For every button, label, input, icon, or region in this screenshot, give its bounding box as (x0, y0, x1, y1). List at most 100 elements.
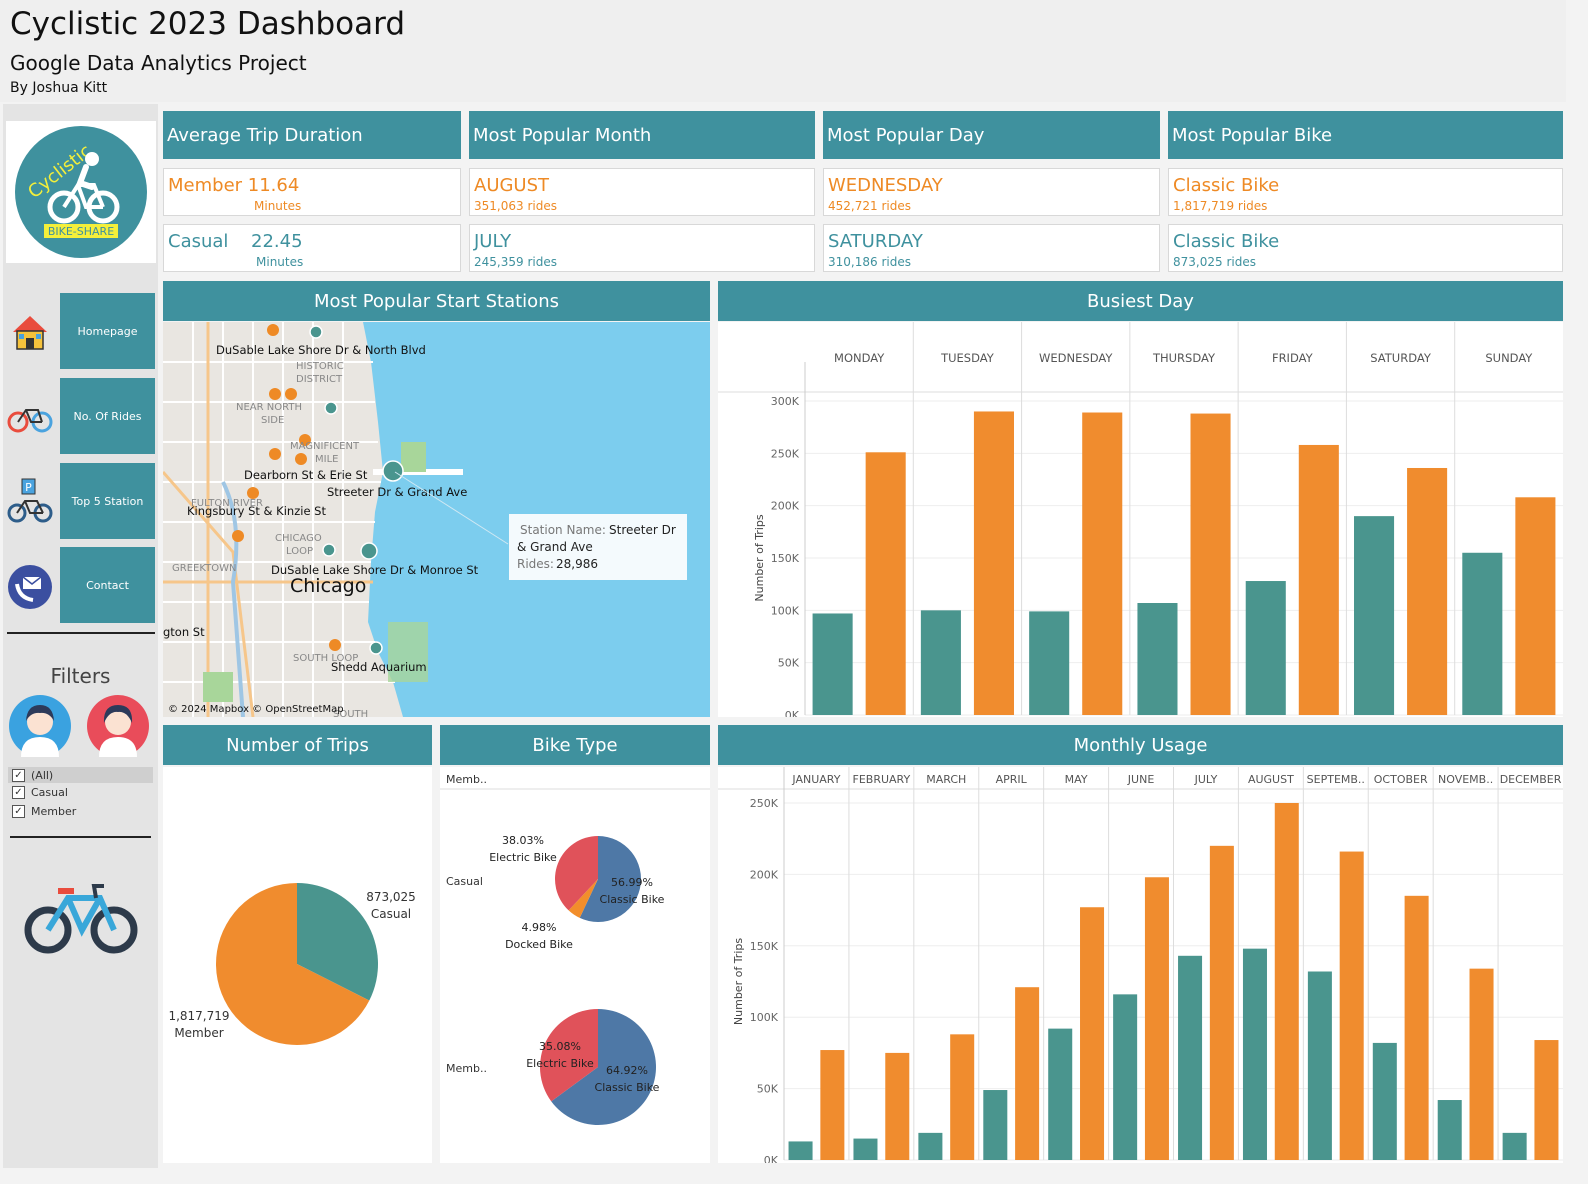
casual-bar (1137, 603, 1178, 715)
filter-all-label: (All) (31, 768, 54, 782)
kpi-sub: 245,359 rides (474, 255, 557, 269)
x-category-label: APRIL (996, 773, 1028, 786)
bike-type-chart: Memb.. Casual 56.99% Classic Bike 4.98% Docke… (440, 767, 710, 1163)
page-title: Cyclistic 2023 Dashboard (10, 6, 406, 42)
map-attribution: © 2024 Mapbox © OpenStreetMap (168, 704, 344, 715)
kpi-value: JULY (474, 231, 512, 252)
filter-casual-checkbox[interactable]: ✓ Casual (12, 786, 68, 799)
map-label: GREEKTOWN (172, 563, 236, 574)
y-tick-label: 150K (750, 940, 779, 953)
x-category-label: JUNE (1127, 773, 1155, 786)
casual-bar (1437, 1100, 1462, 1160)
x-category-label: SATURDAY (1370, 351, 1432, 365)
logo-tagline: BIKE-SHARE (48, 225, 114, 238)
sidebar (3, 104, 158, 1168)
kpi-title-avg-duration: Average Trip Duration (163, 111, 461, 159)
checkbox-checked-icon: ✓ (12, 768, 25, 782)
map-label: NEAR NORTH (236, 402, 302, 413)
kpi-value: Classic Bike (1173, 175, 1280, 196)
pie-slice-classic-bike (579, 836, 641, 922)
filters-divider (10, 836, 151, 838)
pie-slice-classic-bike (551, 1009, 656, 1125)
casual-bar (1048, 1028, 1073, 1160)
kpi-value: SATURDAY (828, 231, 923, 252)
casual-bar (1354, 516, 1395, 715)
map-label: DuSable Lake Shore Dr & North Blvd (216, 343, 426, 357)
member-bar (1082, 412, 1123, 715)
kpi-sub: 873,025 rides (1173, 255, 1256, 269)
kpi-avg-duration-casual: Casual 22.45 Minutes (163, 224, 461, 272)
member-filter-avatar-icon[interactable] (87, 695, 149, 757)
filter-all-checkbox[interactable]: ✓ (All) (8, 767, 153, 783)
checkbox-checked-icon: ✓ (12, 805, 25, 818)
y-tick-label: 200K (750, 868, 779, 881)
classic-pct-label: 56.99% (611, 876, 653, 889)
page-subtitle: Google Data Analytics Project (10, 51, 307, 75)
map-label: Streeter Dr & Grand Ave (327, 485, 467, 499)
casual-bar (920, 610, 961, 715)
x-category-label: SEPTEMB.. (1307, 773, 1365, 786)
member-count-label: 1,817,719 (168, 1009, 229, 1023)
member-bar (1190, 413, 1231, 715)
classic-pct-label: 64.92% (606, 1064, 648, 1077)
member-bar (865, 452, 906, 715)
member-bar (1404, 895, 1429, 1160)
tooltip-rides-label: Rides: (517, 557, 554, 571)
phone-mail-icon (5, 562, 55, 612)
x-category-label: MAY (1065, 773, 1088, 786)
house-icon (5, 308, 55, 358)
map-label: DISTRICT (296, 374, 343, 385)
kpi-sub: Minutes (256, 255, 304, 269)
x-category-label: MARCH (926, 773, 966, 786)
kpi-popular-bike-member: Classic Bike 1,817,719 rides (1168, 168, 1563, 216)
electric-bike-label: Electric Bike (526, 1057, 594, 1070)
x-category-label: FRIDAY (1272, 351, 1314, 365)
map-label: LOOP (286, 546, 313, 557)
y-tick-label: 150K (771, 552, 800, 565)
x-category-label: AUGUST (1248, 773, 1294, 786)
nav-top-stations-button[interactable]: Top 5 Station (60, 463, 155, 539)
x-category-label: JULY (1194, 773, 1218, 786)
nav-rides-button[interactable]: No. Of Rides (60, 378, 155, 454)
x-category-label: TUESDAY (940, 351, 995, 365)
member-bar (1080, 907, 1105, 1160)
filters-title: Filters (50, 664, 111, 688)
y-tick-label: 50K (778, 657, 800, 670)
filter-member-checkbox[interactable]: ✓ Member (12, 805, 76, 818)
nav-homepage-button[interactable]: Homepage (60, 293, 155, 369)
y-tick-label: 250K (750, 797, 779, 810)
busiest-day-title: Busiest Day (718, 281, 1563, 321)
kpi-title-popular-day: Most Popular Day (823, 111, 1160, 159)
monthly-usage-chart: 0K 50K 100K 150K 200K 250K Number of Trips JANU… (718, 759, 1563, 1167)
station-map[interactable]: DuSable Lake Shore Dr & North Blvd HISTO… (163, 322, 710, 717)
nav-contact-button[interactable]: Contact (60, 547, 155, 623)
y-tick-label: 100K (750, 1011, 779, 1024)
sidebar-divider (7, 632, 155, 634)
map-city-label: Chicago (290, 575, 366, 597)
map-label: SOUTH LOOP (293, 653, 358, 664)
member-bar (1209, 845, 1234, 1160)
map-label: gton St (163, 625, 205, 639)
checkbox-checked-icon: ✓ (12, 786, 25, 799)
kpi-popular-day-member: WEDNESDAY 452,721 rides (823, 168, 1160, 216)
casual-bar (1029, 611, 1070, 715)
svg-text:P: P (25, 481, 32, 494)
member-bar (950, 1034, 975, 1160)
tooltip-rides-value: 28,986 (556, 557, 598, 571)
pie-slice-casual (297, 883, 378, 1001)
electric-pct-label: 35.08% (539, 1040, 581, 1053)
pie-slice-docked-bike (568, 879, 598, 918)
tooltip-name-label: Station Name: (520, 523, 606, 537)
kpi-popular-day-casual: SATURDAY 310,186 rides (823, 224, 1160, 272)
dashboard-header: Cyclistic 2023 Dashboard Google Data Ana… (0, 0, 1566, 102)
casual-bar (1307, 971, 1332, 1160)
bike-parking-icon: P (5, 476, 55, 526)
casual-filter-avatar-icon[interactable] (9, 695, 71, 757)
casual-bar (812, 613, 853, 715)
docked-pct-label: 4.98% (522, 921, 557, 934)
map-label: SIDE (261, 415, 284, 426)
member-bar (1298, 444, 1339, 715)
casual-bar (1245, 581, 1286, 715)
kpi-popular-bike-casual: Classic Bike 873,025 rides (1168, 224, 1563, 272)
map-label: Kingsbury St & Kinzie St (187, 504, 326, 518)
